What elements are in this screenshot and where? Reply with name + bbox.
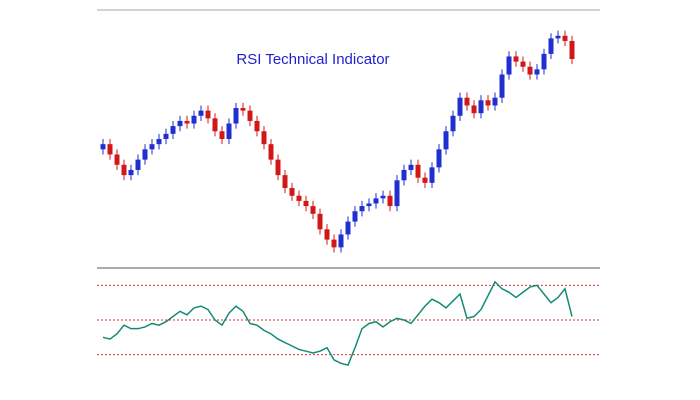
candle-body	[191, 115, 197, 124]
candle-body	[478, 100, 484, 114]
candle-body	[317, 213, 323, 230]
candle-body	[296, 195, 302, 201]
candle-body	[422, 177, 428, 183]
candle-body	[170, 126, 176, 134]
candle-body	[100, 144, 106, 150]
candle-body	[184, 120, 190, 124]
candle-body	[324, 229, 330, 240]
candle-body	[233, 108, 239, 124]
candle-body	[289, 188, 295, 196]
candle-body	[177, 120, 183, 127]
candle-body	[527, 66, 533, 75]
candle-body	[401, 169, 407, 181]
candle-body	[380, 195, 386, 199]
candle-body	[520, 61, 526, 67]
candle-body	[156, 139, 162, 145]
candle-body	[562, 35, 568, 41]
candle-body	[555, 35, 561, 39]
candle-body	[436, 149, 442, 168]
candle-body	[408, 164, 414, 170]
candle-body	[254, 120, 260, 132]
candle-body	[226, 123, 232, 139]
candle-body	[373, 198, 379, 204]
candle-body	[121, 164, 127, 176]
candle-body	[149, 144, 155, 150]
candle-body	[219, 131, 225, 139]
candle-body	[247, 110, 253, 121]
candle-body	[107, 144, 113, 155]
chart-title: RSI Technical Indicator	[236, 51, 389, 68]
candle-body	[457, 97, 463, 116]
candle-body	[429, 167, 435, 183]
candle-body	[198, 110, 204, 116]
candle-body	[268, 144, 274, 160]
candle-body	[163, 133, 169, 139]
rsi-line	[102, 280, 573, 366]
candle-body	[310, 206, 316, 214]
candle-body	[261, 131, 267, 145]
candle-body	[569, 40, 575, 60]
candle-body	[471, 105, 477, 114]
candle-body	[366, 203, 372, 207]
candle-body	[506, 56, 512, 75]
candle-body	[387, 195, 393, 207]
candle-body	[345, 221, 351, 235]
candle-body	[338, 234, 344, 248]
candle-body	[548, 38, 554, 54]
candle-body	[359, 206, 365, 212]
candle-body	[443, 131, 449, 150]
candle-body	[450, 115, 456, 132]
candle-body	[415, 164, 421, 178]
candle-body	[128, 169, 134, 176]
candle-body	[303, 200, 309, 207]
candle-body	[534, 69, 540, 75]
candle-body	[513, 56, 519, 62]
candle-body	[492, 97, 498, 106]
candle-body	[331, 239, 337, 248]
candle-body	[135, 159, 141, 170]
candle-body	[541, 53, 547, 70]
candle-body	[114, 154, 120, 165]
candle-body	[394, 180, 400, 207]
candle-body	[499, 74, 505, 98]
candle-body	[212, 118, 218, 132]
candle-body	[240, 108, 246, 111]
candle-body	[464, 97, 470, 106]
candle-body	[282, 175, 288, 189]
candle-body	[352, 211, 358, 222]
candle-body	[485, 100, 491, 106]
candle-body	[275, 159, 281, 176]
candle-body	[205, 110, 211, 119]
candle-body	[142, 149, 148, 160]
